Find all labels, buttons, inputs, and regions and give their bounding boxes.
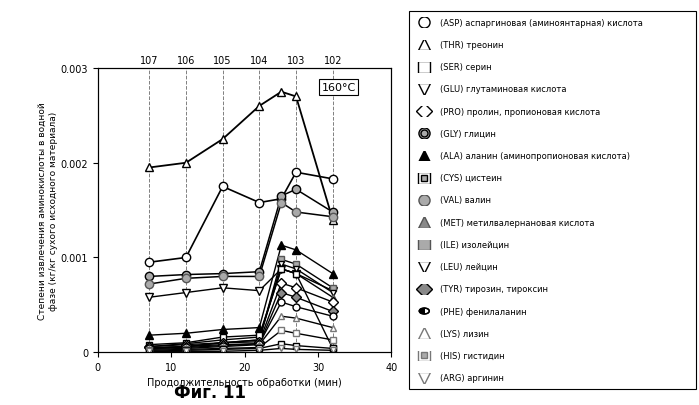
- Y-axis label: Степени извлечения аминокислоты в водной
фазе (кг/кг сухого исходного материала): Степени извлечения аминокислоты в водной…: [38, 102, 58, 319]
- Text: (LYS) лизин: (LYS) лизин: [440, 329, 489, 338]
- Text: (MET) метилвалернановая кислота: (MET) метилвалернановая кислота: [440, 218, 595, 227]
- Text: 160°C: 160°C: [322, 83, 356, 93]
- Text: (ARG) аргинин: (ARG) аргинин: [440, 373, 504, 382]
- Text: (ASP) аспаргиновая (аминоянтарная) кислота: (ASP) аспаргиновая (аминоянтарная) кисло…: [440, 19, 643, 28]
- Text: (TYR) тирозин, тироксин: (TYR) тирозин, тироксин: [440, 285, 549, 294]
- Text: (VAL) валин: (VAL) валин: [440, 196, 491, 205]
- Text: (GLY) глицин: (GLY) глицин: [440, 130, 496, 139]
- Text: (LEU) лейцин: (LEU) лейцин: [440, 262, 498, 271]
- Text: (SER) серин: (SER) серин: [440, 63, 492, 72]
- Text: (GLU) глутаминовая кислота: (GLU) глутаминовая кислота: [440, 85, 567, 94]
- Wedge shape: [419, 308, 424, 314]
- Text: (PRO) пролин, пропионовая кислота: (PRO) пролин, пропионовая кислота: [440, 107, 600, 116]
- Text: (CYS) цистеин: (CYS) цистеин: [440, 174, 503, 183]
- Text: (HIS) гистидин: (HIS) гистидин: [440, 351, 505, 360]
- Text: (THR) треонин: (THR) треонин: [440, 41, 504, 50]
- Wedge shape: [424, 308, 429, 314]
- Text: Фиг. 11: Фиг. 11: [173, 383, 246, 401]
- Text: (ILE) изолейцин: (ILE) изолейцин: [440, 240, 510, 249]
- X-axis label: Продолжительность обработки (мин): Продолжительность обработки (мин): [147, 377, 342, 388]
- Text: (PHE) фенилаланин: (PHE) фенилаланин: [440, 307, 527, 316]
- Text: (ALA) аланин (аминопропионовая кислота): (ALA) аланин (аминопропионовая кислота): [440, 152, 630, 161]
